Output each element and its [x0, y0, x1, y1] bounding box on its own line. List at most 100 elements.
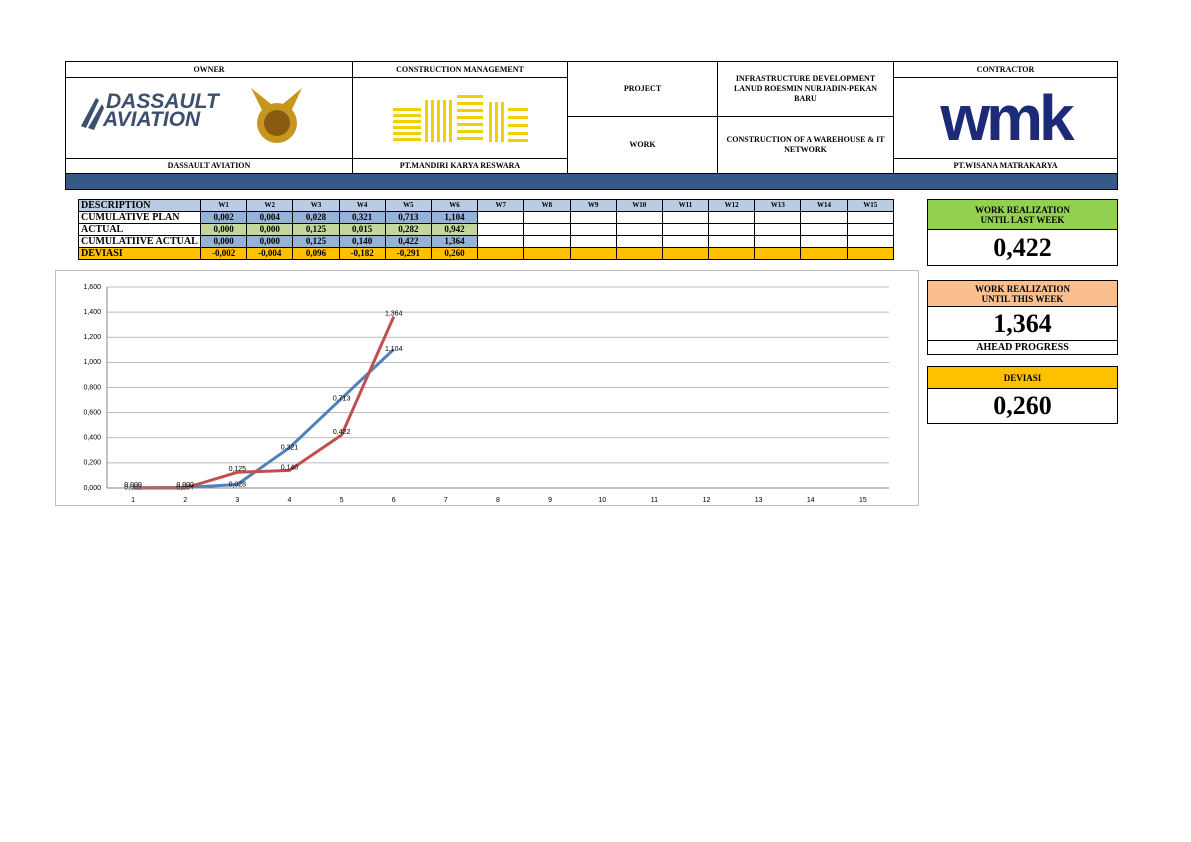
empty-cell — [846, 211, 894, 224]
summary-value: 0,422 — [927, 229, 1118, 266]
x-tick-label: 15 — [859, 497, 867, 504]
empty-cell — [708, 247, 756, 260]
empty-cell — [569, 211, 617, 224]
cell: 0,000 — [199, 223, 248, 236]
column-header: W8 — [523, 199, 571, 212]
project-value: INFRASTRUCTURE DEVELOPMENT LANUD ROESMIN… — [717, 61, 894, 117]
empty-cell — [708, 211, 756, 224]
empty-cell — [846, 235, 894, 248]
x-tick-label: 9 — [548, 497, 552, 504]
y-tick-label: 0,000 — [83, 485, 101, 492]
empty-cell — [661, 223, 710, 236]
work-value: CONSTRUCTION OF A WAREHOUSE & IT NETWORK — [717, 116, 894, 174]
empty-cell — [523, 235, 571, 248]
x-tick-label: 12 — [703, 497, 711, 504]
column-header: W9 — [569, 199, 617, 212]
empty-cell — [615, 247, 663, 260]
empty-cell — [523, 223, 571, 236]
data-label: 0,140 — [281, 464, 299, 471]
empty-cell — [569, 247, 617, 260]
empty-cell — [569, 235, 617, 248]
column-header: W11 — [661, 199, 710, 212]
data-label: 0,422 — [333, 429, 351, 436]
table-row: CUMULATIIVE ACTUAL 0,000 0,000 0,125 0,140 0,… — [78, 235, 894, 248]
cell: -0,002 — [199, 247, 248, 260]
x-tick-label: 5 — [340, 497, 344, 504]
cell: 1,364 — [430, 235, 479, 248]
contractor-name: PT.WISANA MATRAKARYA — [893, 158, 1118, 174]
empty-cell — [477, 247, 525, 260]
cell: 0,713 — [384, 211, 432, 224]
empty-cell — [800, 247, 848, 260]
chart: 0,000 0,200 0,400 0,600 0,800 1,000 1,200 1,400… — [55, 270, 919, 506]
summary-title-line: UNTIL THIS WEEK — [981, 293, 1064, 304]
column-header: W15 — [846, 199, 894, 212]
cell: 0,015 — [338, 223, 386, 236]
summary-title: WORK REALIZATION UNTIL THIS WEEK — [927, 280, 1118, 307]
column-header: W6 — [430, 199, 479, 212]
cell: 0,282 — [384, 223, 432, 236]
data-label: 0,028 — [229, 481, 247, 488]
cell: 1,104 — [430, 211, 479, 224]
cell: 0,125 — [292, 223, 340, 236]
cell: 0,000 — [246, 223, 294, 236]
data-label: 0,321 — [281, 445, 299, 452]
empty-cell — [477, 223, 525, 236]
column-header: W10 — [615, 199, 663, 212]
y-tick-label: 0,600 — [83, 409, 101, 416]
empty-cell — [477, 235, 525, 248]
empty-cell — [615, 211, 663, 224]
x-tick-label: 8 — [496, 497, 500, 504]
x-tick-label: 1 — [131, 497, 135, 504]
table-row: ACTUAL 0,000 0,000 0,125 0,015 0,282 0,942 — [78, 223, 894, 236]
cell: 0,096 — [292, 247, 340, 260]
project-label: PROJECT — [567, 61, 718, 117]
owner-logo-text: DASSAULT — [106, 90, 221, 113]
owner-label: OWNER — [65, 61, 353, 78]
cm-name: PT.MANDIRI KARYA RESWARA — [352, 158, 568, 174]
cell: -0,182 — [338, 247, 386, 260]
column-header: W1 — [199, 199, 248, 212]
x-tick-label: 4 — [288, 497, 292, 504]
row-label: CUMULATIVE PLAN — [78, 211, 201, 224]
cell: 0,004 — [246, 211, 294, 224]
summary-note: AHEAD PROGRESS — [927, 340, 1118, 355]
cell: 0,125 — [292, 235, 340, 248]
empty-cell — [615, 235, 663, 248]
column-header: W13 — [754, 199, 802, 212]
cell: 0,028 — [292, 211, 340, 224]
y-tick-label: 1,400 — [83, 309, 101, 316]
empty-cell — [477, 211, 525, 224]
column-header: W7 — [477, 199, 525, 212]
cell: 0,260 — [430, 247, 479, 260]
contractor-label: CONTRACTOR — [893, 61, 1118, 78]
x-tick-label: 14 — [807, 497, 815, 504]
empty-cell — [523, 211, 571, 224]
column-header: W3 — [292, 199, 340, 212]
summary-value: 0,260 — [927, 388, 1118, 424]
column-header: W5 — [384, 199, 432, 212]
summary-title: WORK REALIZATION UNTIL LAST WEEK — [927, 199, 1118, 230]
x-tick-label: 6 — [392, 497, 396, 504]
row-label: DEVIASI — [78, 247, 201, 260]
cell: -0,004 — [246, 247, 294, 260]
x-tick-label: 11 — [651, 497, 658, 504]
empty-cell — [846, 247, 894, 260]
progress-table: DESCRIPTION W1 W2 W3 W4 W5 W6 W7 W8 W9 W10 W11 W12 W1… — [78, 199, 894, 260]
cell: 0,000 — [199, 235, 248, 248]
x-tick-label: 3 — [235, 497, 239, 504]
summary-title-line: UNTIL LAST WEEK — [980, 214, 1065, 225]
column-header: W2 — [246, 199, 294, 212]
row-label: CUMULATIIVE ACTUAL — [78, 235, 201, 248]
empty-cell — [800, 223, 848, 236]
empty-cell — [754, 223, 802, 236]
header-band — [65, 173, 1118, 190]
cm-logo-art — [393, 95, 528, 142]
chart-frame — [55, 270, 919, 506]
empty-cell — [661, 247, 710, 260]
empty-cell — [615, 223, 663, 236]
cell: -0,291 — [384, 247, 432, 260]
empty-cell — [523, 247, 571, 260]
owner-logo-art: DASSAULT AVIATION — [81, 88, 302, 143]
data-label: 1,104 — [385, 346, 403, 353]
